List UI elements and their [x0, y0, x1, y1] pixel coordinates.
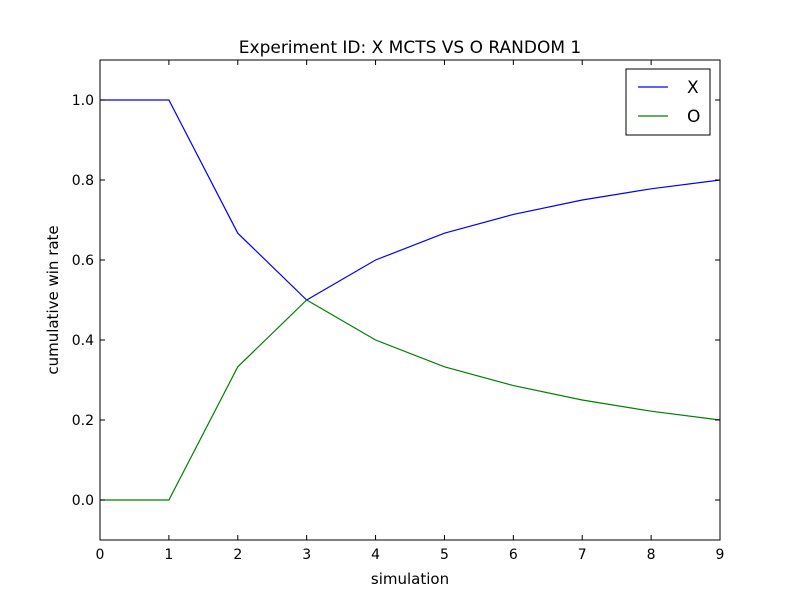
- series-layer: [100, 99, 721, 501]
- x-axis: 0 1 2 3 4 5 6 7 8 9: [96, 60, 725, 563]
- legend: XO: [625, 68, 711, 136]
- x-tick-label: 8: [647, 547, 656, 563]
- series-line-x: [100, 99, 721, 301]
- x-tick-label: 9: [716, 547, 725, 563]
- plot-frame: [99, 59, 721, 541]
- x-tick-label: 4: [371, 547, 380, 563]
- y-tick-label: 0.0: [72, 493, 94, 509]
- legend-box: [625, 68, 711, 136]
- x-tick-label: 2: [233, 547, 242, 563]
- legend-label-x: X: [687, 78, 699, 98]
- series-line-o: [100, 299, 721, 501]
- x-axis-label: simulation: [371, 570, 449, 588]
- y-axis-label: cumulative win rate: [44, 225, 62, 374]
- x-tick-label: 1: [164, 547, 173, 563]
- x-tick-label: 7: [578, 547, 587, 563]
- y-axis: 0.0 0.2 0.4 0.6 0.8 1.0: [72, 93, 720, 509]
- y-tick-label: 1.0: [72, 93, 94, 109]
- y-tick-label: 0.8: [72, 173, 94, 189]
- x-tick-label: 3: [302, 547, 311, 563]
- x-tick-label: 6: [509, 547, 518, 563]
- x-tick-label: 0: [96, 547, 105, 563]
- y-tick-label: 0.4: [72, 333, 94, 349]
- y-tick-label: 0.2: [72, 413, 94, 429]
- legend-label-o: O: [687, 107, 700, 127]
- x-tick-label: 5: [440, 547, 449, 563]
- y-tick-label: 0.6: [72, 253, 94, 269]
- chart-title: Experiment ID: X MCTS VS O RANDOM 1: [239, 38, 581, 58]
